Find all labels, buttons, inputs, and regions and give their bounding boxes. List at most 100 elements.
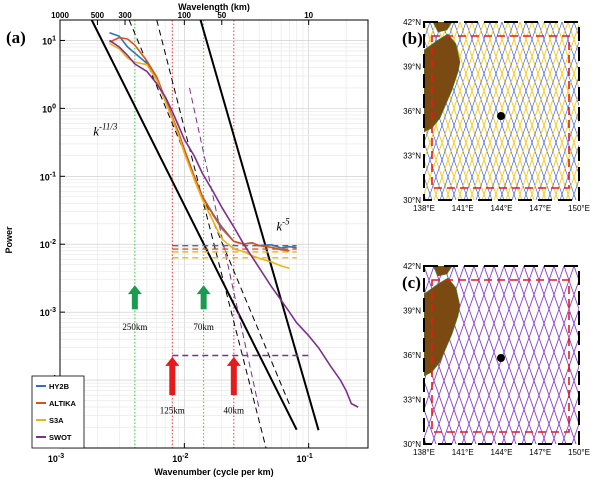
scale-arrow bbox=[165, 356, 180, 396]
map-y-tick-label: 30°N bbox=[403, 440, 421, 449]
legend: HY2B ALTIKA S3A SWOT bbox=[31, 375, 85, 449]
satellite-track bbox=[553, 126, 579, 200]
top-axis-ticks: 1000 500 300 100 50 10 bbox=[51, 11, 314, 25]
scale-annotation: 40km bbox=[224, 406, 245, 416]
japan-land bbox=[424, 33, 461, 133]
top-tick-label: 100 bbox=[178, 11, 192, 20]
series-s3a-line bbox=[109, 42, 290, 270]
satellite-track bbox=[511, 22, 575, 200]
satellite-track bbox=[559, 144, 579, 200]
satellite-track bbox=[541, 336, 579, 444]
map-y-tick-label: 33°N bbox=[403, 152, 421, 161]
satellite-track bbox=[493, 266, 557, 444]
satellite-track bbox=[481, 266, 545, 444]
satellite-track bbox=[592, 22, 600, 200]
series-swot-line bbox=[109, 39, 359, 408]
satellite-track bbox=[477, 22, 541, 200]
map-y-tick-label: 33°N bbox=[403, 396, 421, 405]
satellite-track bbox=[505, 22, 569, 200]
map-x-tick-label: 144°E bbox=[491, 204, 513, 213]
reference-slope-line bbox=[90, 20, 298, 431]
satellite-track bbox=[424, 408, 437, 444]
spectra-lines bbox=[109, 31, 359, 408]
satellite-track bbox=[511, 266, 575, 444]
location-marker bbox=[497, 354, 505, 362]
japan-land bbox=[424, 277, 461, 377]
satellite-track bbox=[531, 307, 579, 444]
location-marker bbox=[497, 112, 505, 120]
satellite-track bbox=[441, 266, 505, 444]
satellite-track bbox=[493, 22, 557, 200]
scale-arrow bbox=[127, 285, 142, 310]
satellite-track bbox=[433, 22, 497, 200]
slope-label-base: k bbox=[276, 218, 282, 233]
y-tick-label: 10-2 bbox=[40, 239, 56, 250]
land-coast-north bbox=[432, 266, 453, 277]
satellite-track bbox=[513, 266, 577, 444]
y-tick-label: 101 bbox=[42, 35, 56, 46]
map-x-tick-label: 150°E bbox=[568, 204, 590, 213]
top-axis-label: Wavelength (km) bbox=[178, 2, 250, 12]
top-tick-label: 50 bbox=[217, 11, 226, 20]
satellite-track bbox=[489, 22, 553, 200]
satellite-track bbox=[424, 158, 439, 200]
legend-entry: S3A bbox=[49, 416, 64, 425]
satellite-track bbox=[584, 266, 600, 444]
satellite-track bbox=[594, 266, 600, 444]
top-tick-label: 10 bbox=[304, 11, 313, 20]
legend-entry: ALTIKA bbox=[49, 399, 77, 408]
map-y-tick-label: 36°N bbox=[403, 351, 421, 360]
map-b-ticks: 138°E 141°E 144°E 147°E 150°E 42°N 39°N 36°N 33°… bbox=[403, 18, 590, 213]
slope-labels: k-11/3k-5 bbox=[93, 121, 290, 233]
satellite-track bbox=[582, 266, 600, 444]
satellite-track bbox=[501, 22, 565, 200]
satellite-track bbox=[531, 22, 579, 159]
y-tick-label: 10-1 bbox=[40, 171, 56, 182]
top-tick-label: 1000 bbox=[51, 11, 69, 20]
map-c-ticks: 138°E 141°E 144°E 147°E 150°E 42°N 39°N 36°N 33°… bbox=[403, 262, 590, 457]
satellite-track bbox=[431, 266, 495, 444]
satellite-track bbox=[445, 22, 509, 200]
series-altika-line bbox=[109, 36, 290, 252]
slope-label: k-11/3 bbox=[93, 121, 118, 138]
satellite-track bbox=[533, 266, 579, 397]
satellite-track bbox=[481, 22, 545, 200]
satellite-track bbox=[525, 22, 579, 176]
satellite-track bbox=[590, 22, 600, 200]
satellite-track bbox=[561, 22, 579, 72]
satellite-track bbox=[523, 41, 579, 200]
satellite-track bbox=[451, 22, 515, 200]
x-tick-label: 10-3 bbox=[48, 453, 64, 464]
map-y-tick-label: 36°N bbox=[403, 107, 421, 116]
satellite-track bbox=[459, 22, 523, 200]
satellite-track bbox=[586, 22, 600, 200]
satellite-track bbox=[565, 161, 579, 200]
satellite-track bbox=[465, 22, 529, 200]
satellite-track bbox=[463, 22, 527, 200]
satellite-track bbox=[457, 22, 521, 200]
grid-lines bbox=[59, 19, 368, 449]
satellite-track bbox=[561, 393, 579, 444]
scale-arrow bbox=[196, 285, 211, 310]
map-y-tick-label: 39°N bbox=[403, 63, 421, 72]
legend-entry: HY2B bbox=[49, 382, 70, 391]
satellite-track bbox=[473, 266, 537, 444]
map-x-tick-label: 147°E bbox=[529, 448, 551, 457]
satellite-track bbox=[553, 266, 579, 340]
map-x-tick-label: 150°E bbox=[568, 448, 590, 457]
slope-label-exponent: -11/3 bbox=[99, 121, 118, 131]
satellite-track bbox=[483, 22, 547, 200]
map-y-tick-label: 39°N bbox=[403, 307, 421, 316]
panel-label-b: (b) bbox=[402, 29, 423, 48]
scale-annotation: 70km bbox=[193, 322, 214, 332]
satellite-track bbox=[543, 22, 579, 124]
satellite-track bbox=[495, 22, 559, 200]
satellite-track bbox=[487, 22, 551, 200]
legend-entry: SWOT bbox=[49, 433, 72, 442]
map-panel-c: 138°E 141°E 144°E 147°E 150°E 42°N 39°N 36°N 33°… bbox=[402, 262, 600, 457]
panel-label-a: (a) bbox=[6, 28, 26, 47]
satellite-track bbox=[549, 22, 579, 107]
slope-label-exponent: -5 bbox=[282, 216, 290, 226]
slope-label-base: k bbox=[93, 123, 99, 138]
satellite-track bbox=[427, 22, 491, 200]
